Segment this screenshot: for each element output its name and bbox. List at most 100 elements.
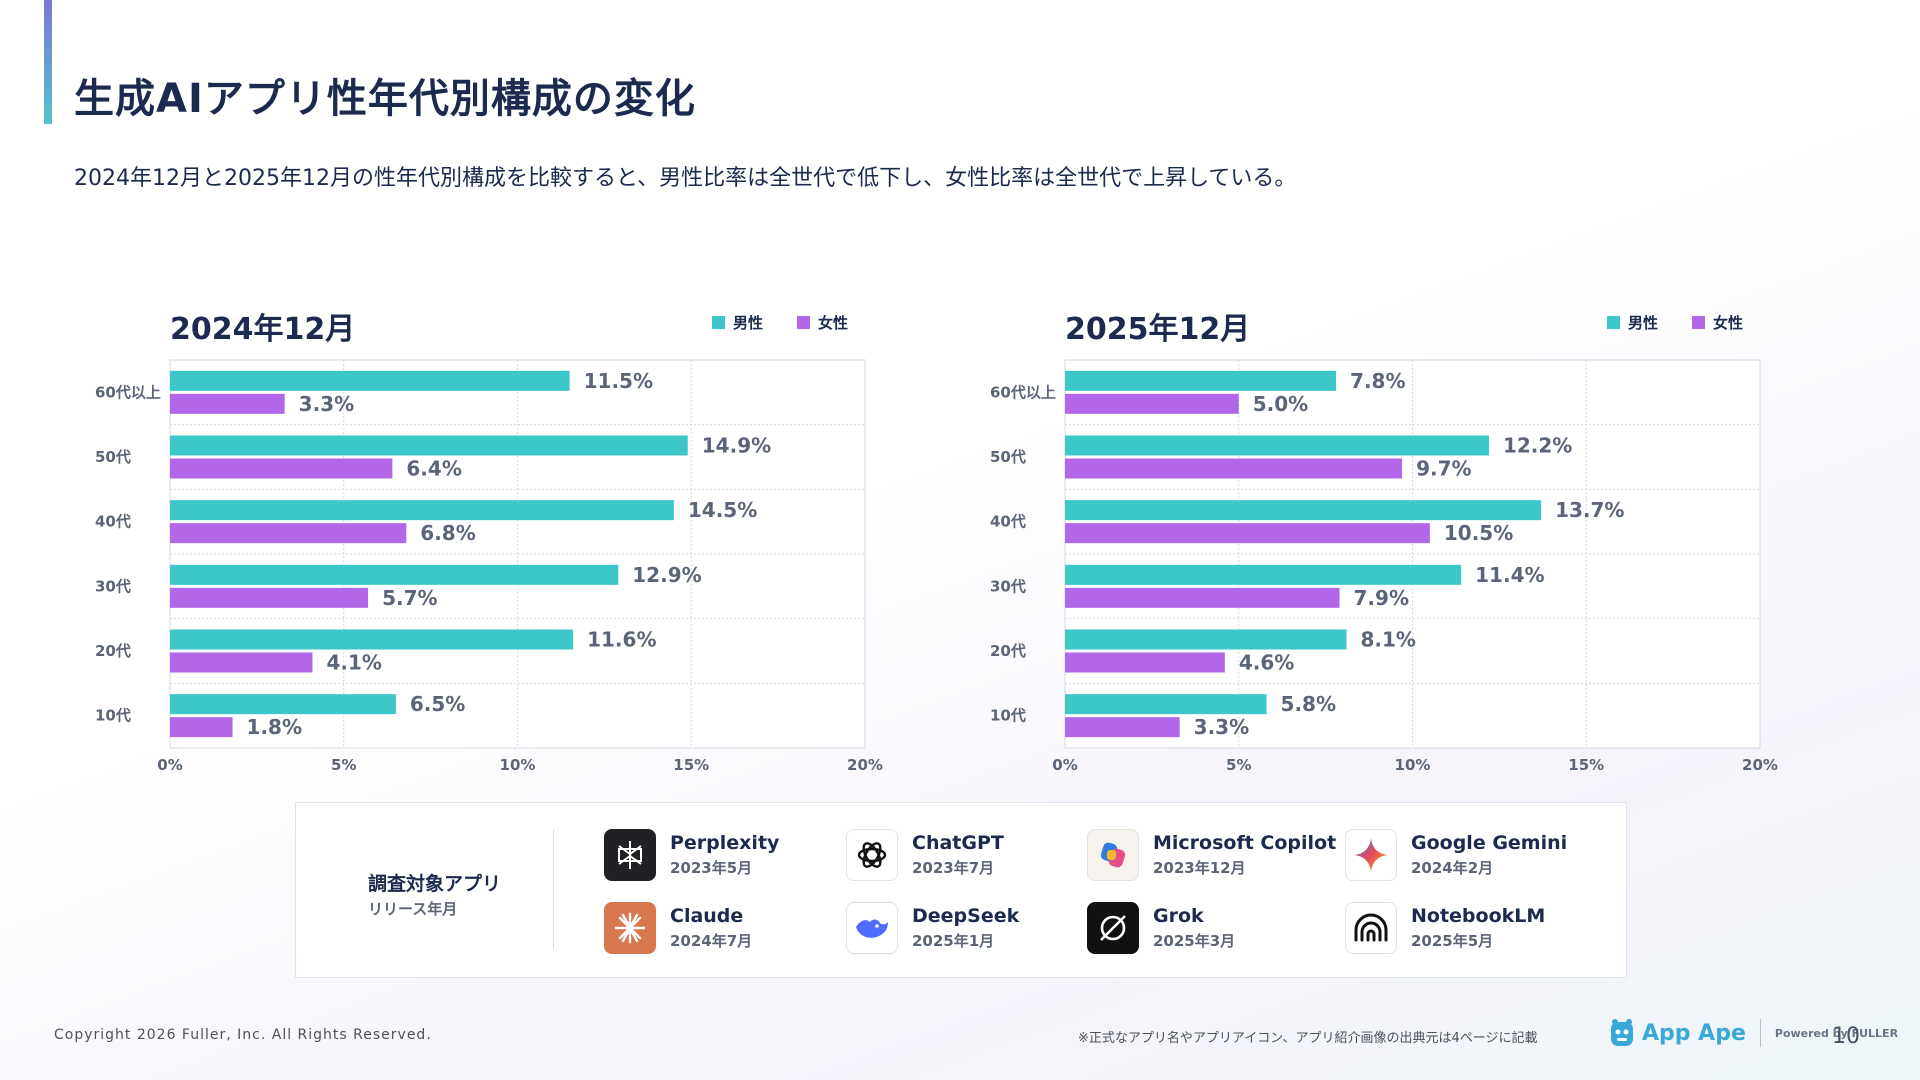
y-tick-label: 10代 (95, 707, 131, 725)
bar-female (170, 717, 233, 738)
bar-male (170, 629, 574, 650)
bar-male (1065, 500, 1542, 521)
app-release-date: 2025年3月 (1153, 932, 1236, 950)
data-label: 13.7% (1555, 498, 1624, 522)
y-tick-label: 10代 (990, 707, 1026, 725)
brand-powered-by: Powered by FULLER (1774, 1026, 1899, 1040)
data-label: 11.6% (587, 628, 656, 652)
grok-icon (1087, 902, 1139, 954)
data-label: 7.8% (1350, 369, 1405, 393)
app-name: Microsoft Copilot (1153, 832, 1337, 854)
data-label: 10.5% (1444, 521, 1513, 545)
apps-heading-block: 調査対象アプリ リリース年月 (368, 869, 501, 919)
app-item-copilot: Microsoft Copilot 2023年12月 (1087, 829, 1336, 881)
bar-male (1065, 435, 1489, 456)
data-label: 14.9% (702, 434, 771, 458)
y-tick-label: 40代 (990, 513, 1026, 531)
app-release-date: 2023年12月 (1153, 859, 1246, 877)
apps-subheading: リリース年月 (368, 900, 458, 918)
bar-female (1065, 523, 1430, 544)
data-label: 4.1% (326, 651, 381, 675)
app-release-date: 2023年5月 (670, 859, 753, 877)
claude-icon (604, 902, 656, 954)
chart-title: 2025年12月 (1065, 312, 1251, 347)
data-label: 8.1% (1360, 628, 1415, 652)
app-release-date: 2023年7月 (912, 859, 995, 877)
app-item-perplexity: Perplexity 2023年5月 (604, 829, 779, 881)
data-label: 12.9% (632, 563, 701, 587)
x-tick-label: 15% (1568, 756, 1604, 774)
target-apps-panel: 調査対象アプリ リリース年月 Perplexity 2023年5月 ChatGPT… (295, 802, 1627, 978)
bar-female (170, 458, 393, 479)
brand-logo: App Ape Powered by FULLER (1610, 1018, 1898, 1048)
bar-female (1065, 717, 1180, 738)
x-tick-label: 10% (500, 756, 536, 774)
source-note: ※正式なアプリ名やアプリアイコン、アプリ紹介画像の出典元は4ページに記載 (1078, 1031, 1538, 1046)
data-label: 14.5% (688, 498, 757, 522)
chart-2025: 2025年12月 男性 女性 0% 5% 10% 15% 20% 60代以上 7.8% 5.0… (895, 290, 1778, 790)
data-label: 5.7% (382, 586, 437, 610)
chart-title: 2024年12月 (170, 312, 356, 347)
legend-swatch-female (797, 316, 811, 329)
x-tick-label: 0% (1052, 756, 1077, 774)
legend-swatch-male (1607, 316, 1620, 329)
legend-item-female: 女性 (1692, 312, 1743, 333)
x-tick-label: 5% (331, 756, 356, 774)
bar-male (1065, 694, 1267, 715)
data-label: 1.8% (247, 715, 302, 739)
data-label: 11.5% (584, 369, 653, 393)
bar-male (1065, 564, 1462, 585)
bar-female (170, 393, 285, 414)
copyright-text: Copyright 2026 Fuller, Inc. All Rights R… (54, 1027, 432, 1043)
y-tick-label: 50代 (95, 448, 131, 466)
app-name: Perplexity (670, 832, 780, 854)
perplexity-icon (604, 829, 656, 881)
bar-female (170, 587, 369, 608)
data-label: 4.6% (1239, 651, 1294, 675)
app-name: NotebookLM (1411, 905, 1546, 927)
app-name: Google Gemini (1411, 832, 1568, 854)
y-tick-label: 60代以上 (990, 383, 1056, 401)
legend-swatch-female (1692, 316, 1706, 329)
data-label: 12.2% (1503, 434, 1572, 458)
y-tick-label: 60代以上 (95, 383, 161, 401)
y-tick-label: 40代 (95, 513, 131, 531)
title-accent-bar (44, 0, 52, 124)
legend-item-male: 男性 (712, 312, 763, 333)
legend-item-female: 女性 (797, 312, 848, 333)
y-tick-label: 20代 (95, 642, 131, 660)
app-release-date: 2024年7月 (670, 932, 753, 950)
bar-female (170, 652, 313, 673)
app-ape-icon (1611, 1019, 1633, 1046)
x-tick-label: 5% (1226, 756, 1251, 774)
chart-legend: 男性 女性 (712, 312, 848, 333)
bar-male (170, 435, 688, 456)
page-subtitle: 2024年12月と2025年12月の性年代別構成を比較すると、男性比率は全世代で… (74, 166, 1297, 191)
chart-2024: 2024年12月 男性 女性 0% 5% 10% 15% 20% 60代以上 11.5% 3.… (0, 290, 883, 790)
page-number: 10 (1832, 1024, 1860, 1049)
bar-female (1065, 458, 1403, 479)
bar-female (170, 523, 407, 544)
bar-male (170, 564, 619, 585)
y-tick-label: 20代 (990, 642, 1026, 660)
app-item-notebooklm: NotebookLM 2025年5月 (1345, 902, 1545, 954)
bar-male (170, 370, 570, 391)
data-label: 5.8% (1281, 692, 1336, 716)
copilot-icon (1087, 829, 1139, 881)
app-name: DeepSeek (912, 905, 1020, 927)
brand-separator (1759, 1019, 1761, 1047)
app-item-deepseek: DeepSeek 2025年1月 (846, 902, 1019, 954)
app-name: Grok (1153, 905, 1204, 927)
data-label: 3.3% (1194, 715, 1249, 739)
app-name: Claude (670, 905, 744, 927)
app-item-claude: Claude 2024年7月 (604, 902, 752, 954)
app-item-gemini: Google Gemini 2024年2月 (1345, 829, 1567, 881)
legend-item-male: 男性 (1607, 312, 1658, 333)
legend-swatch-male (712, 316, 725, 329)
brand-name: App Ape (1642, 1020, 1746, 1046)
data-label: 9.7% (1416, 457, 1471, 481)
gemini-icon (1345, 829, 1397, 881)
x-tick-label: 15% (673, 756, 709, 774)
y-tick-label: 30代 (990, 577, 1026, 595)
y-tick-label: 30代 (95, 577, 131, 595)
